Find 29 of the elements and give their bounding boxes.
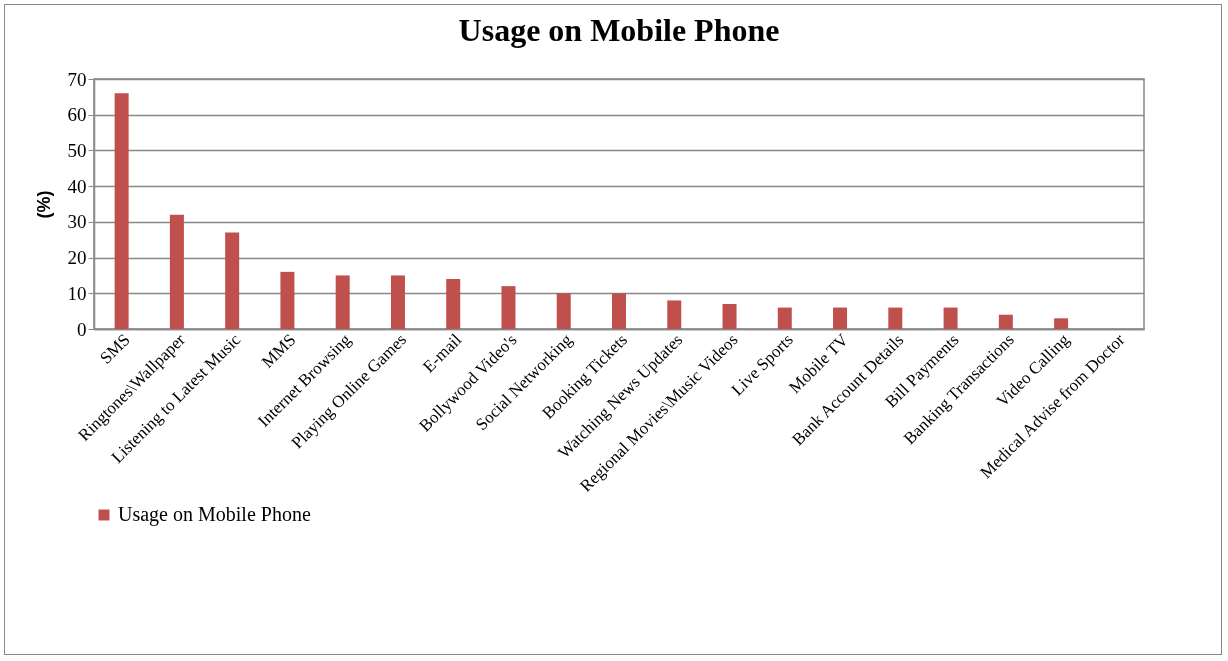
bar — [556, 293, 571, 329]
bar — [888, 307, 903, 329]
y-axis-title: (%) — [33, 190, 54, 219]
bar — [446, 279, 461, 329]
bar — [1054, 318, 1069, 329]
bar — [501, 286, 516, 329]
y-tick-label: 60 — [67, 104, 87, 126]
y-tick-label: 70 — [67, 68, 87, 90]
legend-label: Usage on Mobile Phone — [118, 503, 311, 526]
bar — [225, 232, 240, 329]
y-tick-label: 0 — [77, 318, 87, 340]
bar — [280, 271, 295, 329]
bar — [998, 314, 1013, 329]
y-tick-label: 30 — [67, 211, 87, 233]
bar — [777, 307, 792, 329]
y-tick-label: 50 — [67, 139, 87, 161]
y-tick-label: 20 — [67, 247, 87, 269]
bar — [612, 293, 626, 329]
y-tick-label: 10 — [67, 282, 87, 304]
bar — [722, 304, 737, 329]
bar — [390, 275, 405, 329]
bar — [833, 307, 848, 329]
bar — [169, 214, 184, 329]
chart-title: Usage on Mobile Phone — [458, 12, 780, 48]
bar — [114, 93, 129, 329]
y-tick-label: 40 — [67, 175, 87, 197]
bar — [667, 300, 682, 329]
bar — [943, 307, 958, 329]
bar — [335, 275, 350, 329]
